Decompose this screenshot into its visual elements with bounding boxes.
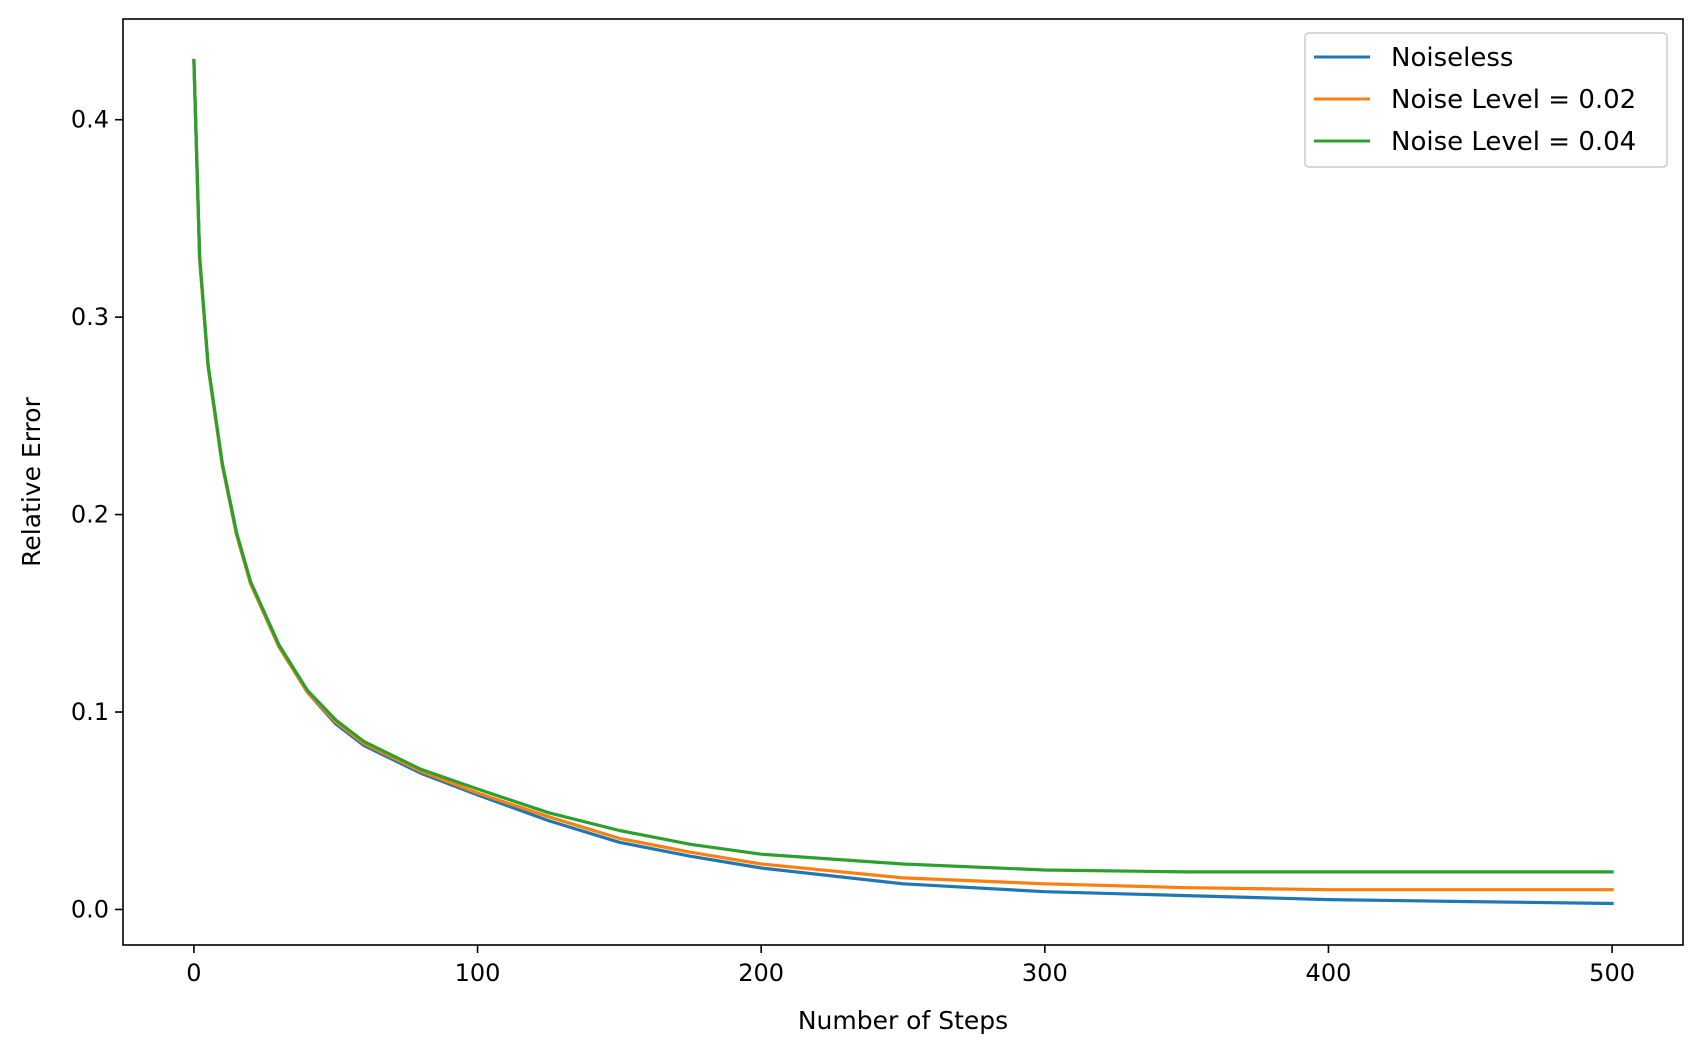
plot-area-frame xyxy=(122,18,1684,946)
x-axis-ticks: 0 100 200 300 400 500 xyxy=(186,945,1635,987)
series-layer xyxy=(192,58,1614,906)
x-tick-label: 100 xyxy=(455,959,501,987)
y-tick-label: 0.4 xyxy=(71,106,109,134)
y-tick-label: 0.1 xyxy=(71,698,109,726)
legend-label-noise-004: Noise Level = 0.04 xyxy=(1391,127,1636,157)
x-tick-label: 0 xyxy=(186,959,201,987)
y-axis-ticks: 0.0 0.1 0.2 0.3 0.4 xyxy=(71,106,123,923)
series-line-2 xyxy=(192,58,1614,874)
x-tick-label: 500 xyxy=(1589,959,1635,987)
x-axis-label: Number of Steps xyxy=(798,1006,1008,1035)
y-axis-label: Relative Error xyxy=(17,396,46,566)
legend-label-noiseless: Noiseless xyxy=(1391,43,1513,73)
y-tick-label: 0.2 xyxy=(71,501,109,529)
x-tick-label: 400 xyxy=(1306,959,1352,987)
y-tick-label: 0.3 xyxy=(71,303,109,331)
y-tick-label: 0.0 xyxy=(71,895,109,923)
x-tick-label: 300 xyxy=(1022,959,1068,987)
legend: Noiseless Noise Level = 0.02 Noise Level… xyxy=(1304,32,1668,168)
legend-label-noise-002: Noise Level = 0.02 xyxy=(1391,85,1636,115)
legend-frame xyxy=(1304,32,1668,168)
x-tick-label: 200 xyxy=(738,959,784,987)
